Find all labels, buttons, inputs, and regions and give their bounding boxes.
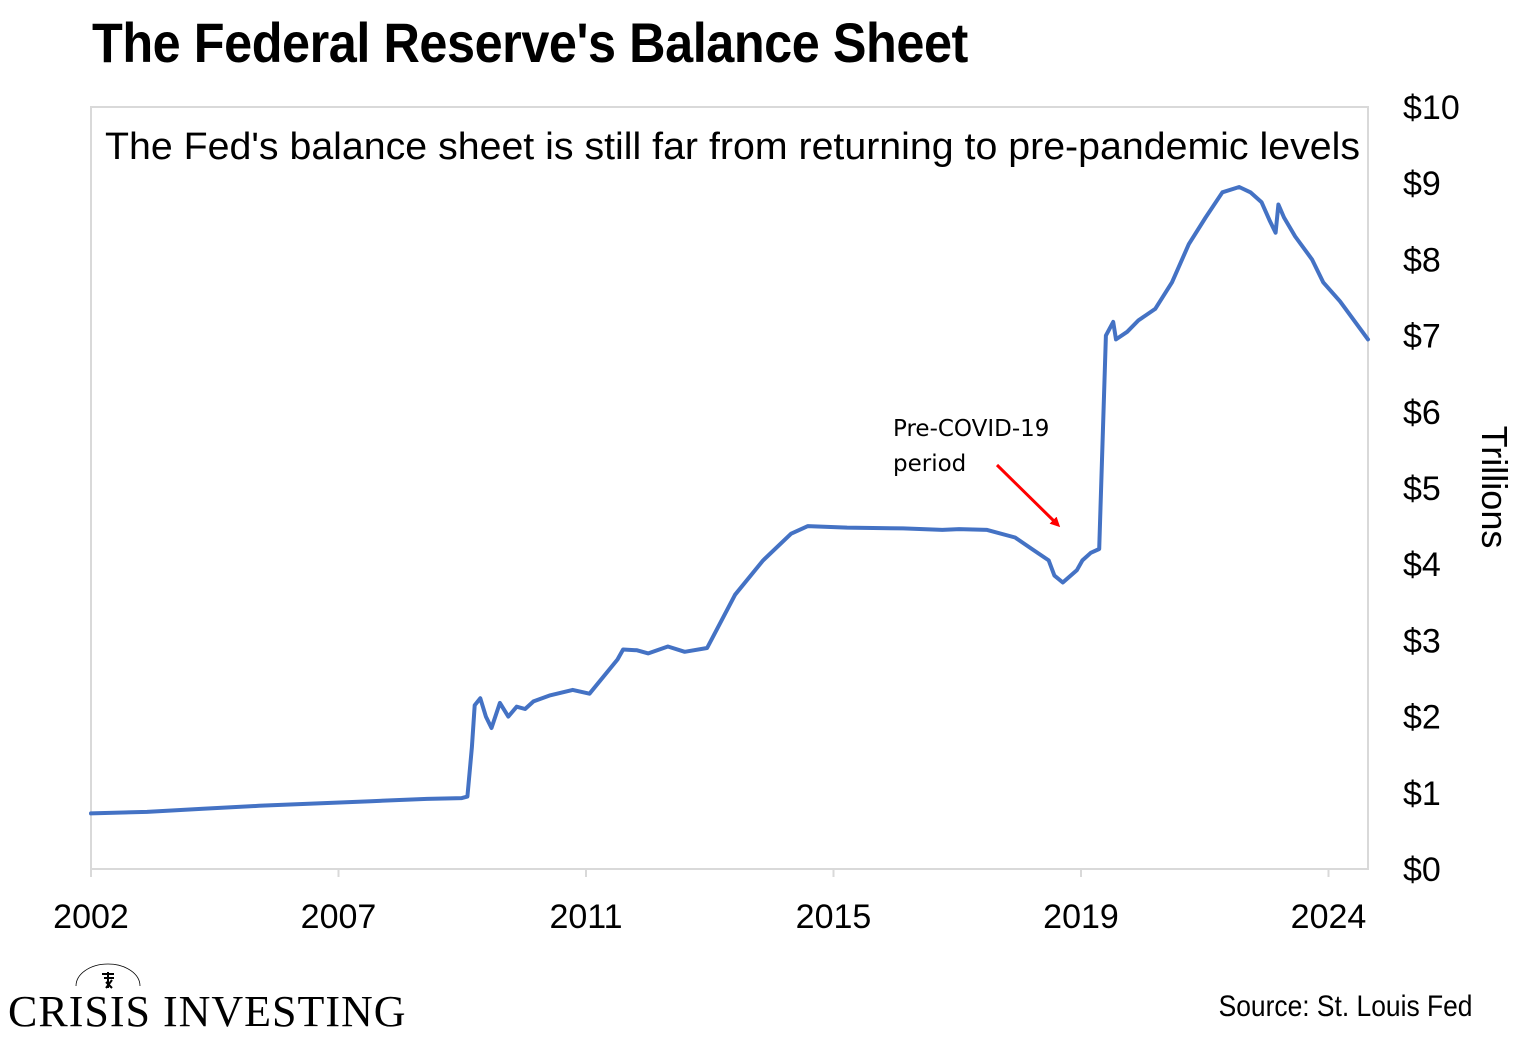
crisis-investing-logo: CRISIS INVESTING <box>8 960 406 1036</box>
x-tick-label: 2011 <box>549 898 622 936</box>
chart-subtitle: The Fed's balance sheet is still far fro… <box>105 126 1360 168</box>
y-tick-label: $9 <box>1403 165 1441 203</box>
y-tick-label: $7 <box>1403 318 1441 356</box>
logo-text: CRISIS INVESTING <box>8 987 407 1036</box>
x-tick-marks <box>90 869 1330 877</box>
y-tick-label: $4 <box>1403 546 1441 584</box>
x-tick-label: 2002 <box>53 898 129 936</box>
x-tick-labels: 2002 2007 2011 2015 2019 2024 <box>53 898 1366 936</box>
y-tick-label: $2 <box>1403 699 1441 737</box>
y-tick-label: $5 <box>1403 470 1441 508</box>
x-tick-label: 2007 <box>301 898 377 936</box>
y-tick-label: $0 <box>1403 851 1441 889</box>
y-tick-label: $3 <box>1403 622 1441 660</box>
y-tick-labels: $0 $1 $2 $3 $4 $5 $6 $7 $8 $9 $10 <box>1403 89 1460 889</box>
y-tick-label: $6 <box>1403 394 1441 432</box>
y-tick-label: $1 <box>1403 775 1441 813</box>
plot-frame <box>90 106 1369 870</box>
annotation-arrow <box>995 463 1061 528</box>
page-title: The Federal Reserve's Balance Sheet <box>92 11 968 74</box>
x-tick-label: 2024 <box>1291 898 1367 936</box>
y-tick-label: $10 <box>1403 89 1460 127</box>
seal-icon <box>75 963 141 989</box>
y-tick-label: $8 <box>1403 241 1441 279</box>
balance-sheet-line <box>89 185 1370 816</box>
annotation-line-2: period <box>893 451 966 477</box>
y-axis-label: Trillions <box>1474 426 1515 549</box>
x-tick-label: 2019 <box>1043 898 1119 936</box>
annotation-line-1: Pre-COVID-19 <box>893 416 1049 442</box>
annotation: Pre-COVID-19 period <box>893 416 1061 528</box>
logo-wordmark: CRISIS INVESTING <box>8 986 407 1037</box>
source-note: Source: St. Louis Fed <box>1218 990 1472 1023</box>
x-tick-label: 2015 <box>796 898 872 936</box>
